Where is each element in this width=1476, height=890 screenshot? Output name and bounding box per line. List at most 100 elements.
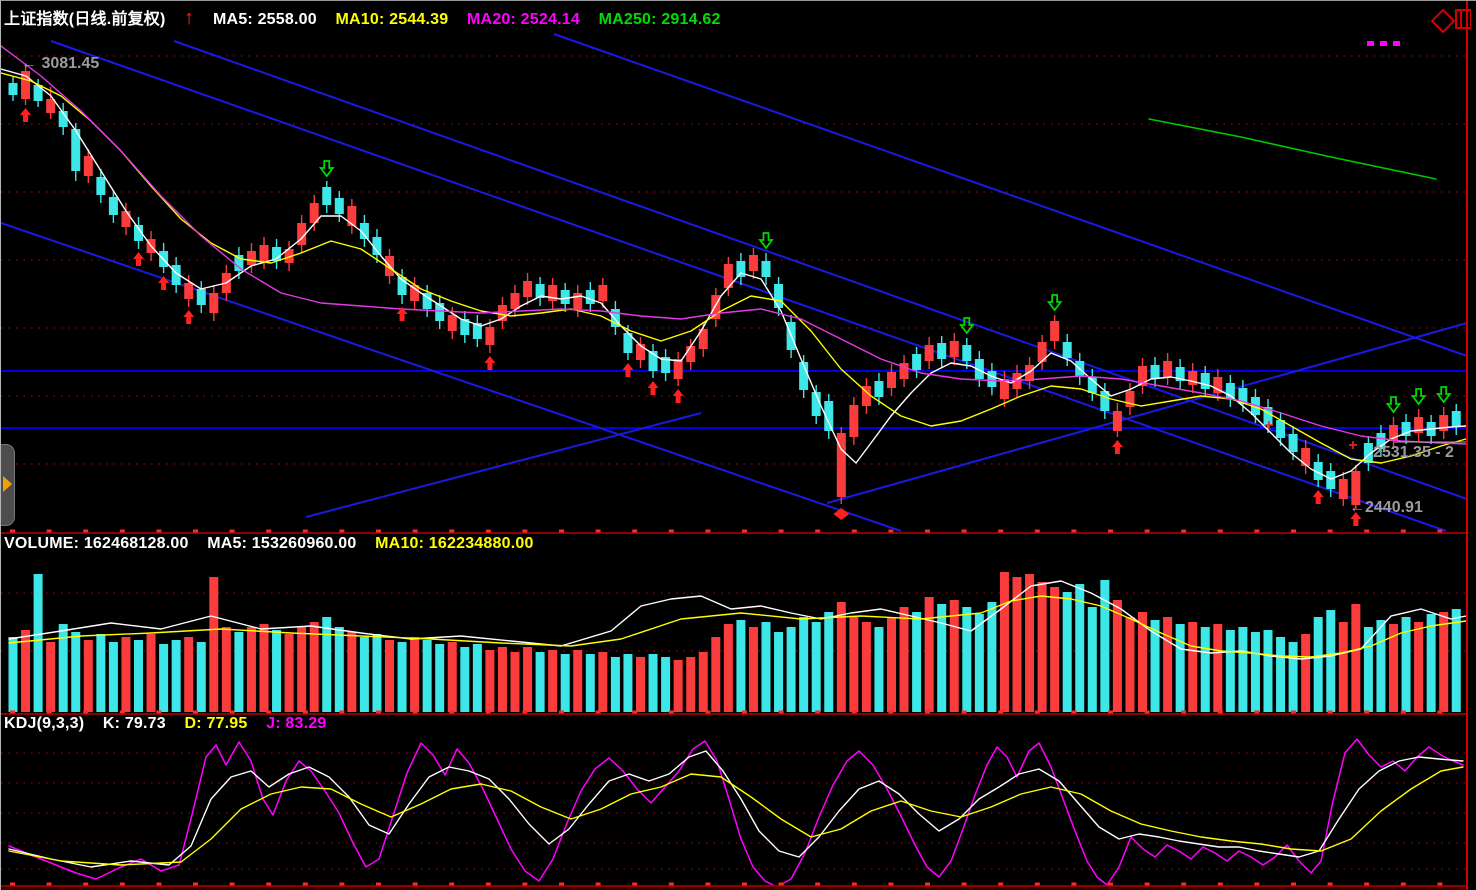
volume-bar [347,632,357,712]
volume-bar [297,627,307,712]
volume-bar [698,652,708,712]
volume-bar [1112,600,1122,712]
buy-signal-arrow [622,363,634,377]
volume-bar [372,634,382,712]
volume-bar [134,640,143,712]
volume-bar [397,642,407,712]
volume-bar [1225,630,1235,712]
volume-bar [159,644,169,712]
candle [1112,411,1122,431]
volume-bar [359,637,369,712]
ma20-value: MA20: 2524.14 [467,11,580,28]
volume-bar [1050,587,1060,712]
kdj-k-value: K: 79.73 [102,715,166,732]
volume-bar [811,622,821,712]
volume-bar [322,617,332,712]
volume-bar [259,624,269,712]
candle [836,433,846,497]
candle [811,392,821,416]
sell-signal-arrow [959,317,975,335]
candle [234,255,244,271]
candle [1439,415,1449,431]
candle [548,285,558,301]
candle [1288,434,1298,452]
volume-bar [472,644,482,712]
candle [887,372,896,388]
candle [209,293,219,313]
candle [71,129,81,171]
up-arrow-icon: ↑ [184,7,195,29]
candle [1276,420,1286,438]
volume-bar [962,607,972,712]
volume-bar [1401,617,1411,712]
candle [347,206,357,226]
candle [1050,321,1060,341]
candle [21,71,31,99]
volume-bar [71,632,81,712]
price-label-range: 2531.35 - 2 [1373,444,1454,461]
split-window-icon[interactable] [1455,9,1471,29]
candle [560,290,570,304]
volume-bar [46,642,56,712]
volume-bar [1263,630,1273,712]
candle [472,323,482,339]
volume-bar [560,654,570,712]
candle [1150,365,1160,379]
volume-bar [824,612,834,712]
dot [1367,41,1374,46]
volume-bar [1200,627,1210,712]
volume-bar [221,627,231,712]
candle [535,284,545,298]
volume-bar [1125,617,1135,712]
candle [748,255,758,271]
more-options-icon[interactable] [1367,33,1406,51]
volume-bar [1138,612,1147,712]
volume-bar [585,654,595,712]
volume-bar [623,654,633,712]
sell-signal-arrow [318,160,335,178]
candle [1414,417,1424,433]
kdj-d-line [8,766,1464,866]
volume-bar [96,634,106,712]
volume-bar [1075,584,1085,712]
volume-bar [334,627,344,712]
volume-bar [1188,622,1198,712]
page-title: 上证指数(日线.前复权) [4,11,166,28]
candle [661,357,671,373]
candle [962,345,972,361]
volume-bar [1414,622,1424,712]
candle [723,264,733,288]
buy-signal-arrow [133,252,144,266]
candle [924,345,934,361]
candle [1451,411,1461,427]
volume-ma10-value: MA10: 162234880.00 [375,535,534,552]
volume-bar [83,640,93,712]
volume-bar [912,612,922,712]
candle [246,251,256,265]
volume-bar [1062,592,1072,712]
buy-signal-arrow [183,310,195,324]
volume-bar [447,642,457,712]
candle [1213,377,1223,393]
ma250-value: MA250: 2914.62 [598,11,721,28]
volume-bar [1301,634,1311,712]
volume-bar [1150,620,1160,712]
candle [497,305,507,321]
trend-line [1,222,902,532]
diamond-icon[interactable] [1430,8,1456,34]
candle [1062,342,1072,358]
candle [410,285,420,301]
candle [1401,422,1411,436]
candle [824,401,834,431]
volume-bar [1250,632,1260,712]
volume-bar [987,602,997,712]
volume-ma5-value: MA5: 153260960.00 [207,535,357,552]
volume-bar [673,660,683,712]
candle [623,333,633,353]
candle [435,303,445,321]
volume-bar [573,650,583,712]
sidebar-expand-handle[interactable] [1,444,15,526]
volume-bar [974,614,984,712]
volume-bar [58,624,68,712]
